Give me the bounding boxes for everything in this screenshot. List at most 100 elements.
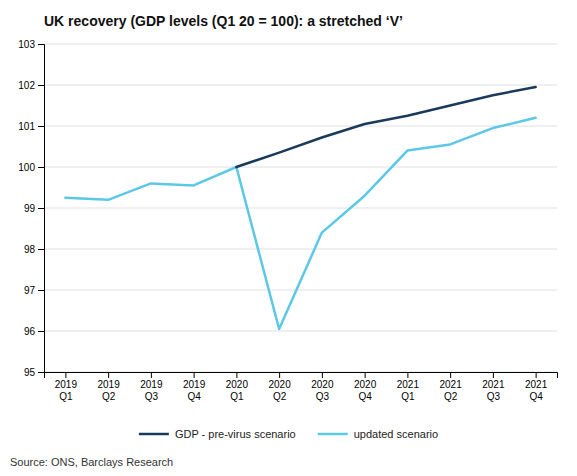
x-tick-label: 2020Q4 [354, 379, 377, 402]
x-tick-mark [365, 372, 366, 378]
y-axis-line [38, 45, 45, 373]
x-tick-label-line: 2019 [183, 379, 206, 390]
legend: GDP - pre-virus scenario updated scenario [139, 428, 438, 440]
grid-line [44, 126, 557, 127]
y-tick-mark [38, 126, 44, 127]
x-tick: 2019Q4 [183, 372, 206, 402]
x-tick-label-line: Q2 [273, 391, 287, 402]
x-tick: 2021Q4 [525, 372, 548, 402]
x-tick-label: 2021Q4 [525, 379, 548, 402]
x-tick-mark [65, 372, 66, 378]
y-tick-mark [38, 208, 44, 209]
x-tick: 2021Q2 [440, 372, 463, 402]
x-tick-label: 2020Q1 [226, 379, 249, 402]
x-tick: 2019Q1 [55, 372, 78, 402]
x-tick-label-line: 2020 [269, 379, 292, 390]
grid-line [44, 290, 557, 291]
x-tick-label-line: 2019 [98, 379, 121, 390]
y-tick-label: 95 [24, 367, 36, 378]
x-tick: 2021Q1 [397, 372, 420, 402]
x-tick-label-line: 2020 [226, 379, 249, 390]
x-tick-label: 2020Q3 [311, 379, 334, 402]
grid-line [44, 85, 557, 86]
x-axis: 2019Q12019Q22019Q32019Q42020Q12020Q22020… [45, 372, 558, 402]
x-tick-mark [236, 372, 237, 378]
x-tick: 2021Q3 [482, 372, 505, 402]
x-tick-label: 2019Q4 [183, 379, 206, 402]
y-tick-mark [38, 331, 44, 332]
y-tick-mark [38, 372, 44, 373]
x-tick-label: 2021Q1 [397, 379, 420, 402]
x-tick-label-line: Q1 [401, 391, 415, 402]
x-tick-mark [536, 372, 537, 378]
x-tick-mark [151, 372, 152, 378]
annotation: Source: ONS, Barclays Research [10, 456, 173, 468]
x-tick-label: 2019Q2 [98, 379, 121, 402]
chart: UK recovery (GDP levels (Q1 20 = 100): a… [0, 0, 577, 476]
legend-label: updated scenario [354, 428, 438, 440]
x-tick-label-line: 2021 [440, 379, 463, 390]
y-tick-label: 101 [18, 121, 35, 132]
lines [65, 87, 535, 329]
legend-swatch [139, 433, 169, 436]
x-tick-label-line: 2021 [525, 379, 548, 390]
x-tick: 2020Q1 [226, 372, 249, 402]
y-tick: 98 [24, 244, 44, 255]
x-tick-label-line: Q3 [487, 391, 501, 402]
x-tick: 2019Q3 [140, 372, 163, 402]
y-tick: 97 [24, 285, 44, 296]
y-tick-label: 97 [24, 285, 36, 296]
y-tick: 100 [18, 162, 44, 173]
grid-line [44, 167, 557, 168]
x-tick: 2020Q4 [354, 372, 377, 402]
legend-item: GDP - pre-virus scenario [139, 428, 296, 440]
x-tick-label-line: Q2 [102, 391, 116, 402]
y-tick-mark [38, 249, 44, 250]
y-tick-label: 100 [18, 162, 35, 173]
x-tick-label: 2019Q3 [140, 379, 163, 402]
x-tick-label: 2021Q3 [482, 379, 505, 402]
x-tick: 2020Q2 [269, 372, 292, 402]
x-tick-mark [450, 372, 451, 378]
x-tick-mark [194, 372, 195, 378]
y-tick-label: 96 [24, 326, 36, 337]
x-tick-label-line: Q4 [358, 391, 372, 402]
y-tick: 103 [18, 39, 44, 50]
x-tick-label: 2020Q2 [269, 379, 292, 402]
x-tick-label: 2019Q1 [55, 379, 78, 402]
x-tick-mark [407, 372, 408, 378]
y-axis: 9596979899100101102103 [18, 39, 44, 378]
x-tick-label-line: Q4 [529, 391, 543, 402]
grid-line [44, 249, 557, 250]
series-line [236, 87, 535, 167]
legend-label: GDP - pre-virus scenario [175, 428, 296, 440]
x-tick-label-line: 2019 [140, 379, 163, 390]
y-tick: 95 [24, 367, 44, 378]
plot: 95969798991001011021032019Q12019Q22019Q3… [18, 39, 557, 402]
x-tick-mark [108, 372, 109, 378]
y-tick-mark [38, 85, 44, 86]
y-tick-label: 98 [24, 244, 36, 255]
series-line [65, 118, 535, 329]
title: UK recovery (GDP levels (Q1 20 = 100): a… [44, 13, 403, 29]
y-tick-label: 99 [24, 203, 36, 214]
x-tick: 2020Q3 [311, 372, 334, 402]
x-tick-mark [322, 372, 323, 378]
y-tick: 96 [24, 326, 44, 337]
x-tick-label-line: Q3 [316, 391, 330, 402]
x-tick-label-line: 2021 [482, 379, 505, 390]
x-tick-mark [279, 372, 280, 378]
x-tick-label-line: Q3 [145, 391, 159, 402]
legend-item: updated scenario [318, 428, 438, 440]
y-tick-mark [38, 44, 44, 45]
grid-line [44, 44, 557, 45]
x-tick-label: 2021Q2 [440, 379, 463, 402]
y-tick-mark [38, 290, 44, 291]
x-tick-label-line: Q1 [59, 391, 73, 402]
grid [44, 44, 557, 372]
y-tick-label: 103 [18, 39, 35, 50]
grid-line [44, 208, 557, 209]
x-tick: 2019Q2 [98, 372, 121, 402]
x-tick-label-line: Q4 [187, 391, 201, 402]
x-tick-label-line: 2019 [55, 379, 78, 390]
